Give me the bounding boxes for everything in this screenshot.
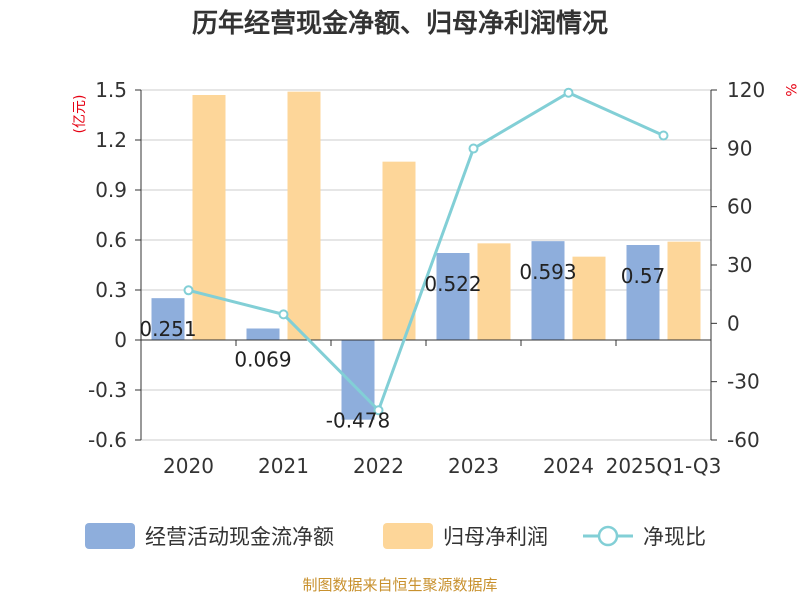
left-tick-label: 1.2 bbox=[95, 128, 127, 152]
bar-operating-cash-flow bbox=[151, 298, 185, 340]
left-tick-label: 0.6 bbox=[95, 228, 127, 252]
bar-operating-cash-flow bbox=[246, 328, 280, 340]
bar-net-profit bbox=[382, 161, 416, 340]
data-label: 0.522 bbox=[424, 272, 481, 296]
bar-net-profit bbox=[287, 91, 321, 341]
right-tick-label: 120 bbox=[727, 78, 765, 102]
data-label: 0.593 bbox=[519, 260, 576, 284]
left-tick-label: 0.9 bbox=[95, 178, 127, 202]
line-point-net-cash-ratio bbox=[658, 130, 669, 141]
x-tick-label: 2024 bbox=[543, 454, 594, 478]
left-tick-label: -0.3 bbox=[88, 378, 127, 402]
line-point-net-cash-ratio bbox=[468, 143, 479, 154]
data-label: 0.57 bbox=[621, 264, 666, 288]
right-tick-label: 30 bbox=[727, 253, 752, 277]
line-point-net-cash-ratio bbox=[183, 285, 194, 296]
bar-net-profit bbox=[477, 243, 511, 340]
bar-net-profit bbox=[572, 256, 606, 340]
data-label: 0.069 bbox=[234, 348, 291, 372]
x-tick-label: 2021 bbox=[258, 454, 309, 478]
line-net-cash-ratio bbox=[188, 91, 665, 413]
right-tick-label: 90 bbox=[727, 136, 752, 160]
data-source: 制图数据来自恒生聚源数据库 bbox=[302, 576, 497, 594]
right-tick-label: -30 bbox=[727, 370, 760, 394]
bar-operating-cash-flow bbox=[531, 241, 565, 340]
legend-swatch-operating-cash-flow bbox=[85, 523, 135, 549]
left-tick-label: 0.3 bbox=[95, 278, 127, 302]
line-point-net-cash-ratio bbox=[563, 87, 574, 98]
left-tick-label: 1.5 bbox=[95, 78, 127, 102]
legend-label-operating-cash-flow: 经营活动现金流净额 bbox=[145, 525, 334, 549]
data-label: 0.251 bbox=[139, 317, 196, 341]
right-axis-unit: % bbox=[782, 83, 798, 96]
x-tick-label: 2020 bbox=[163, 454, 214, 478]
right-tick-label: 60 bbox=[727, 195, 752, 219]
x-tick-label: 2022 bbox=[353, 454, 404, 478]
legend-swatch-net-profit bbox=[383, 523, 433, 549]
bar-operating-cash-flow bbox=[436, 253, 470, 340]
right-tick-label: 0 bbox=[727, 311, 740, 335]
x-tick-label: 2025Q1-Q3 bbox=[606, 454, 722, 478]
chart-title: 历年经营现金净额、归母净利润情况 bbox=[192, 8, 608, 39]
left-axis-unit: (亿元) bbox=[72, 95, 88, 134]
bar-net-profit bbox=[667, 241, 701, 340]
bar-operating-cash-flow bbox=[626, 245, 660, 340]
left-tick-label: 0 bbox=[114, 328, 127, 352]
legend-label-net-cash-ratio: 净现比 bbox=[643, 525, 706, 549]
right-tick-label: -60 bbox=[727, 428, 760, 452]
bar-net-profit bbox=[192, 95, 226, 340]
data-label: -0.478 bbox=[326, 409, 390, 433]
left-tick-label: -0.6 bbox=[88, 428, 127, 452]
line-point-net-cash-ratio bbox=[278, 309, 289, 320]
legend-marker-net-cash-ratio bbox=[597, 525, 619, 547]
legend-label-net-profit: 归母净利润 bbox=[443, 525, 548, 549]
x-tick-label: 2023 bbox=[448, 454, 499, 478]
line-point-net-cash-ratio bbox=[373, 405, 384, 416]
